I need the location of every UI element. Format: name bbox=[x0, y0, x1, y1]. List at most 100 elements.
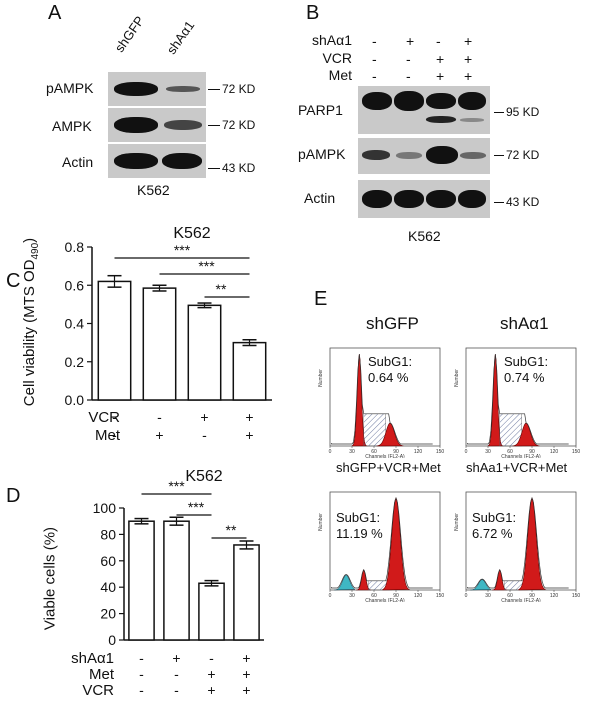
y-tick-label: 0.8 bbox=[65, 239, 85, 255]
sig-label: *** bbox=[198, 258, 215, 274]
x-tick-label: 120 bbox=[550, 593, 559, 599]
row-label-actin: Actin bbox=[62, 154, 94, 170]
marker-95kd-b: 95 KD bbox=[506, 105, 540, 119]
panel-label-b: B bbox=[306, 2, 320, 24]
b-sign-1-0: - bbox=[372, 51, 377, 67]
x-tick-label: 90 bbox=[393, 593, 399, 599]
bar bbox=[232, 341, 267, 401]
marker-72kd-b: 72 KD bbox=[506, 148, 540, 162]
cond-sign: - bbox=[139, 650, 144, 666]
cond-label: shAα1 bbox=[71, 650, 114, 667]
blot-pampk-a bbox=[108, 72, 206, 106]
panel-label-a: A bbox=[48, 2, 62, 24]
cond-label: VCR bbox=[82, 682, 114, 699]
y-axis-label: Number bbox=[318, 369, 324, 387]
y-tick-label: 20 bbox=[100, 606, 116, 622]
cond-sign: + bbox=[172, 650, 180, 666]
sig-label: *** bbox=[188, 499, 205, 515]
cell-line-b: K562 bbox=[408, 228, 441, 244]
cond-sign: - bbox=[174, 666, 179, 682]
s-phase bbox=[363, 413, 386, 447]
y-tick-label: 0 bbox=[108, 632, 116, 648]
c-ylabel: Cell viability (MTS OD490) bbox=[21, 237, 41, 407]
b-sign-2-0: - bbox=[372, 68, 377, 84]
subg1-peak bbox=[334, 575, 356, 591]
x-axis-label: Channels (FL2-A) bbox=[365, 454, 405, 458]
bar bbox=[198, 582, 225, 641]
d-ylabel: Viable cells (%) bbox=[41, 526, 59, 631]
marker-43kd-b: 43 KD bbox=[506, 195, 540, 209]
cell-line-a: K562 bbox=[137, 182, 170, 198]
y-axis-label: Number bbox=[318, 513, 324, 531]
bar bbox=[163, 520, 190, 641]
x-tick-label: 60 bbox=[371, 593, 377, 599]
bar bbox=[128, 520, 155, 641]
cond-sign: - bbox=[112, 427, 117, 443]
b-sign-1-1: - bbox=[406, 51, 411, 67]
blot-pampk-b bbox=[358, 138, 490, 174]
bar bbox=[187, 304, 222, 401]
cond-sign: + bbox=[245, 409, 253, 425]
marker-72kd-a2: 72 KD bbox=[222, 118, 256, 132]
x-tick-label: 120 bbox=[414, 449, 423, 455]
row-label-pampk-b: pAMPK bbox=[298, 146, 346, 162]
b-sign-0-2: - bbox=[436, 33, 441, 49]
cond-sign: + bbox=[242, 666, 250, 682]
cond-label-vcr-b: VCR bbox=[322, 50, 352, 66]
e-title-1: shGFP bbox=[366, 314, 419, 333]
e-title-3: shGFP+VCR+Met bbox=[336, 460, 441, 475]
c-ylabel-end: ) bbox=[21, 237, 38, 243]
subg1-label: SubG1: bbox=[472, 510, 516, 525]
flow-histogram-1: 0 30 60 90 120 150 Channels (FL2-A) Number SubG1… bbox=[318, 347, 444, 458]
blot-ampk-a bbox=[108, 108, 206, 142]
marker-43kd-a: 43 KD bbox=[222, 161, 256, 175]
e-title-4: shAa1+VCR+Met bbox=[466, 460, 568, 475]
x-tick-label: 30 bbox=[349, 593, 355, 599]
cond-sign: - bbox=[139, 682, 144, 698]
cond-label: Met bbox=[89, 666, 115, 683]
x-tick-label: 150 bbox=[572, 449, 581, 455]
y-tick-label: 0.6 bbox=[65, 277, 85, 293]
row-label-pampk: pAMPK bbox=[46, 80, 94, 96]
panel-label-e: E bbox=[314, 288, 328, 310]
x-tick-label: 0 bbox=[465, 449, 468, 455]
b-sign-0-0: - bbox=[372, 33, 377, 49]
c-ylabel-sub: 490 bbox=[30, 242, 41, 260]
y-tick-label: 40 bbox=[100, 579, 116, 595]
x-tick-label: 150 bbox=[436, 593, 445, 599]
blot-actin-b bbox=[358, 180, 490, 218]
cond-label: Met bbox=[95, 427, 121, 444]
blot-actin-a bbox=[108, 144, 206, 178]
c-ylabel-main: Cell viability (MTS OD bbox=[21, 259, 38, 407]
x-tick-label: 30 bbox=[485, 593, 491, 599]
cond-sign: - bbox=[157, 409, 162, 425]
sig-label: ** bbox=[216, 281, 227, 297]
fit-trace bbox=[331, 496, 433, 589]
y-tick-label: 60 bbox=[100, 553, 116, 569]
cond-sign: + bbox=[242, 650, 250, 666]
plot-frame bbox=[465, 491, 577, 591]
subg1-label: SubG1: bbox=[336, 510, 380, 525]
cond-sign: - bbox=[209, 650, 214, 666]
x-tick-label: 0 bbox=[329, 449, 332, 455]
e-title-2: shAα1 bbox=[500, 314, 549, 333]
x-tick-label: 30 bbox=[349, 449, 355, 455]
x-axis-label: Channels (FL2-A) bbox=[365, 598, 405, 602]
cond-sign: - bbox=[202, 427, 207, 443]
x-tick-label: 60 bbox=[507, 593, 513, 599]
y-tick-label: 0.2 bbox=[65, 354, 85, 370]
sig-label: *** bbox=[174, 242, 191, 258]
cond-sign: + bbox=[242, 682, 250, 698]
marker-72kd-a1: 72 KD bbox=[222, 82, 256, 96]
cond-sign: - bbox=[139, 666, 144, 682]
chart-title: K562 bbox=[173, 225, 210, 242]
cond-sign: - bbox=[174, 682, 179, 698]
subg1-peak bbox=[470, 579, 492, 591]
b-sign-2-1: - bbox=[406, 68, 411, 84]
x-axis-label: Channels (FL2-A) bbox=[501, 598, 541, 602]
b-sign-1-2: + bbox=[436, 51, 445, 67]
x-tick-label: 120 bbox=[414, 593, 423, 599]
